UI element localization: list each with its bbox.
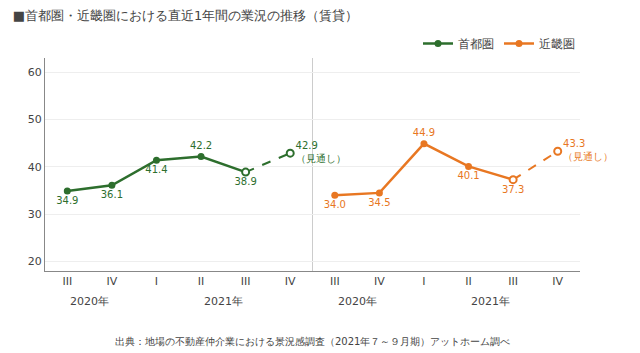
svg-text:II: II bbox=[465, 275, 472, 288]
svg-text:34.5: 34.5 bbox=[368, 197, 390, 208]
svg-text:I: I bbox=[422, 275, 425, 288]
svg-text:2021年: 2021年 bbox=[471, 295, 510, 308]
svg-text:43.3（見通し）: 43.3（見通し） bbox=[563, 138, 613, 162]
svg-text:III: III bbox=[508, 275, 518, 288]
svg-text:36.1: 36.1 bbox=[101, 189, 123, 200]
svg-text:III: III bbox=[62, 275, 72, 288]
svg-text:41.4: 41.4 bbox=[145, 164, 167, 175]
svg-text:42.2: 42.2 bbox=[190, 140, 212, 151]
svg-text:2020年: 2020年 bbox=[338, 295, 377, 308]
svg-text:50: 50 bbox=[28, 113, 42, 126]
svg-text:出典：地場の不動産仲介業における景況感調査（2021年７～９: 出典：地場の不動産仲介業における景況感調査（2021年７～９月期）アットホーム調… bbox=[115, 336, 510, 347]
svg-text:42.9（見通し）: 42.9（見通し） bbox=[296, 140, 346, 164]
svg-text:III: III bbox=[241, 275, 251, 288]
svg-text:IV: IV bbox=[285, 275, 296, 288]
svg-text:37.3: 37.3 bbox=[502, 184, 524, 195]
svg-text:20: 20 bbox=[28, 255, 42, 268]
svg-text:IV: IV bbox=[374, 275, 385, 288]
svg-text:IV: IV bbox=[106, 275, 117, 288]
svg-text:60: 60 bbox=[28, 66, 42, 79]
svg-text:2020年: 2020年 bbox=[70, 295, 109, 308]
svg-text:30: 30 bbox=[28, 208, 42, 221]
svg-text:II: II bbox=[198, 275, 205, 288]
svg-text:38.9: 38.9 bbox=[234, 176, 256, 187]
svg-text:首都圏: 首都圏 bbox=[458, 37, 494, 51]
svg-text:IV: IV bbox=[552, 275, 563, 288]
svg-text:40.1: 40.1 bbox=[457, 170, 479, 181]
svg-text:2021年: 2021年 bbox=[204, 295, 243, 308]
svg-text:40: 40 bbox=[28, 161, 42, 174]
svg-text:近畿圏: 近畿圏 bbox=[539, 37, 575, 51]
svg-text:34.0: 34.0 bbox=[324, 199, 346, 210]
svg-text:III: III bbox=[330, 275, 340, 288]
svg-text:34.9: 34.9 bbox=[56, 195, 78, 206]
svg-text:44.9: 44.9 bbox=[413, 127, 435, 138]
svg-text:■首都圏・近畿圏における直近1年間の業況の推移（賃貸）: ■首都圏・近畿圏における直近1年間の業況の推移（賃貸） bbox=[13, 8, 359, 23]
svg-text:I: I bbox=[155, 275, 158, 288]
